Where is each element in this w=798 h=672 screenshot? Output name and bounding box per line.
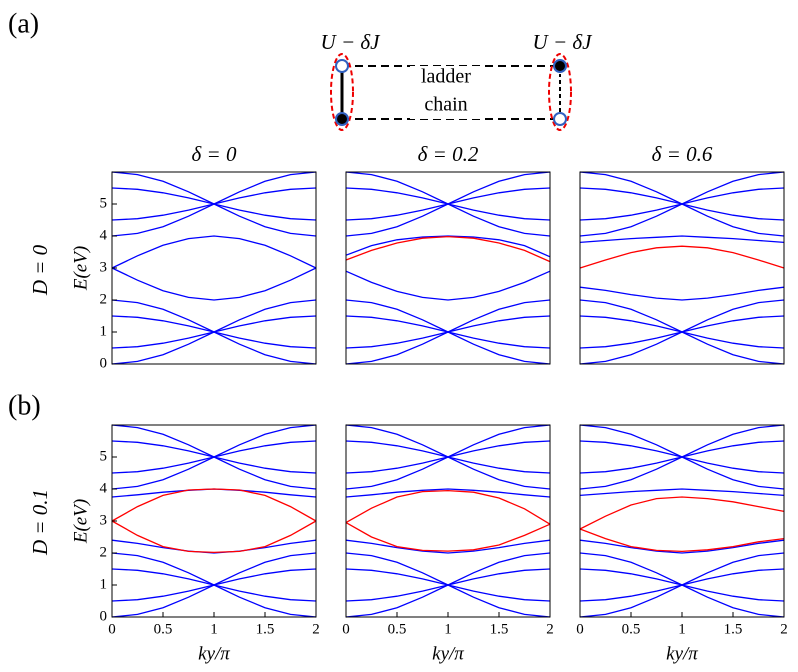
label-bg (410, 66, 482, 119)
x-tick-label: 0 (342, 621, 350, 637)
band-line (111, 488, 317, 522)
band-line (579, 235, 785, 244)
plot-frame (112, 425, 316, 617)
y-tick-label: 4 (100, 480, 108, 496)
band-line (579, 568, 785, 602)
chart-title: δ = 0.6 (652, 142, 713, 166)
band-line (111, 568, 317, 602)
y-tick-label: 5 (100, 448, 108, 464)
x-axis-label: ky/π (198, 643, 230, 664)
band-line (579, 488, 785, 497)
band-line (345, 187, 551, 221)
y-axis-label: E(eV) (70, 499, 91, 544)
x-tick-label: 0 (108, 621, 116, 637)
x-tick-label: 0.5 (622, 621, 641, 637)
y-tick-label: 3 (100, 512, 108, 528)
band-line (111, 267, 317, 301)
x-axis-label: ky/π (666, 643, 698, 664)
y-tick-label: 2 (100, 291, 108, 307)
plot-frame (580, 172, 784, 364)
plot-frame (346, 172, 550, 364)
band-line (579, 286, 785, 301)
x-tick-label: 2 (312, 621, 320, 637)
x-tick-label: 1.5 (724, 621, 743, 637)
y-tick-label: 5 (100, 195, 108, 211)
y-tick-label: 1 (100, 323, 108, 339)
plot-frame (112, 172, 316, 364)
x-tick-label: 1.5 (256, 621, 275, 637)
x-tick-label: 2 (780, 621, 788, 637)
band-line (579, 528, 785, 553)
x-axis-label: ky/π (432, 643, 464, 664)
plot-border (345, 171, 551, 365)
panel-label: (b) (8, 390, 41, 421)
y-axis-label: E(eV) (70, 246, 91, 291)
band-line (345, 315, 551, 349)
y-tick-label: 3 (100, 259, 108, 275)
row-label: D = 0 (28, 244, 52, 296)
x-tick-label: 1.5 (490, 621, 509, 637)
band-line (111, 315, 317, 349)
y-tick-label: 4 (100, 227, 108, 243)
band-line (111, 235, 317, 269)
band-line (579, 496, 785, 530)
band-line (579, 539, 785, 554)
band-line (345, 235, 551, 263)
plot-border (579, 171, 785, 365)
band-line (579, 315, 785, 349)
band-line (579, 245, 785, 269)
x-tick-label: 2 (546, 621, 554, 637)
x-tick-label: 1 (678, 621, 686, 637)
band-line (345, 270, 551, 301)
plot-frame (580, 425, 784, 617)
panel-label: (a) (8, 8, 39, 39)
band-line (111, 187, 317, 221)
diagram-text: chain (424, 94, 467, 116)
x-tick-label: 1 (210, 621, 218, 637)
row-label: D = 0.1 (28, 489, 52, 556)
x-tick-label: 0.5 (388, 621, 407, 637)
band-line (345, 539, 551, 554)
band-line (111, 440, 317, 474)
band-line (111, 520, 317, 554)
y-tick-label: 1 (100, 576, 108, 592)
band-line (345, 489, 551, 525)
plot-frame (346, 425, 550, 617)
chart-title: δ = 0 (192, 142, 237, 166)
band-line (579, 440, 785, 474)
chart-title: δ = 0.2 (418, 142, 479, 166)
diagram-text: ladder (421, 66, 471, 88)
band-line (345, 488, 551, 498)
x-tick-label: 1 (444, 621, 452, 637)
band-line (345, 568, 551, 602)
y-tick-label: 0 (100, 355, 108, 371)
x-tick-label: 0.5 (154, 621, 173, 637)
x-tick-label: 0 (576, 621, 584, 637)
diagram-label: U − δJ (321, 30, 382, 54)
band-line (345, 440, 551, 474)
band-line (345, 522, 551, 552)
y-tick-label: 0 (100, 608, 108, 624)
band-line (579, 187, 785, 221)
diagram-label: U − δJ (533, 30, 594, 54)
y-tick-label: 2 (100, 544, 108, 560)
